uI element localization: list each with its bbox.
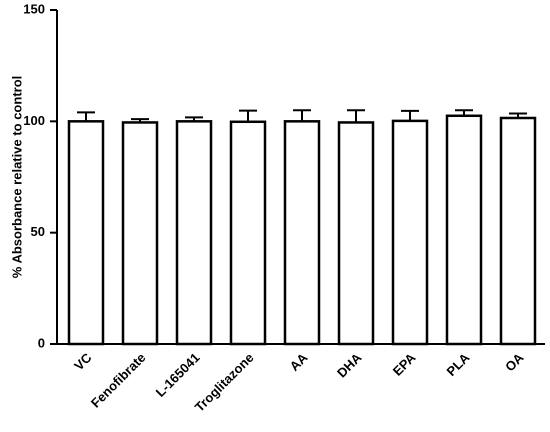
x-tick-label: DHA (334, 350, 365, 381)
x-tick-label: L-165041 (153, 350, 203, 400)
bar (175, 120, 213, 346)
x-tick-label: Fenofibrate (88, 350, 149, 411)
bar (445, 114, 483, 346)
x-tick-label: VC (71, 350, 95, 374)
x-tick-label: PLA (444, 350, 473, 379)
y-tick-label: 100 (23, 113, 45, 128)
y-tick-label: 150 (23, 1, 45, 16)
x-tick-label: AA (287, 350, 311, 374)
y-axis-title: % Absorbance relative to control (9, 76, 24, 279)
bar (67, 120, 105, 346)
y-tick-label: 0 (38, 335, 45, 350)
bar (337, 121, 375, 346)
bar (229, 120, 267, 346)
bar (121, 121, 159, 346)
x-tick-label: EPA (390, 350, 419, 379)
y-tick-label: 50 (31, 224, 45, 239)
x-tick-label: OA (502, 350, 527, 375)
bar (391, 119, 429, 346)
bar (499, 116, 537, 346)
bar (283, 120, 321, 346)
